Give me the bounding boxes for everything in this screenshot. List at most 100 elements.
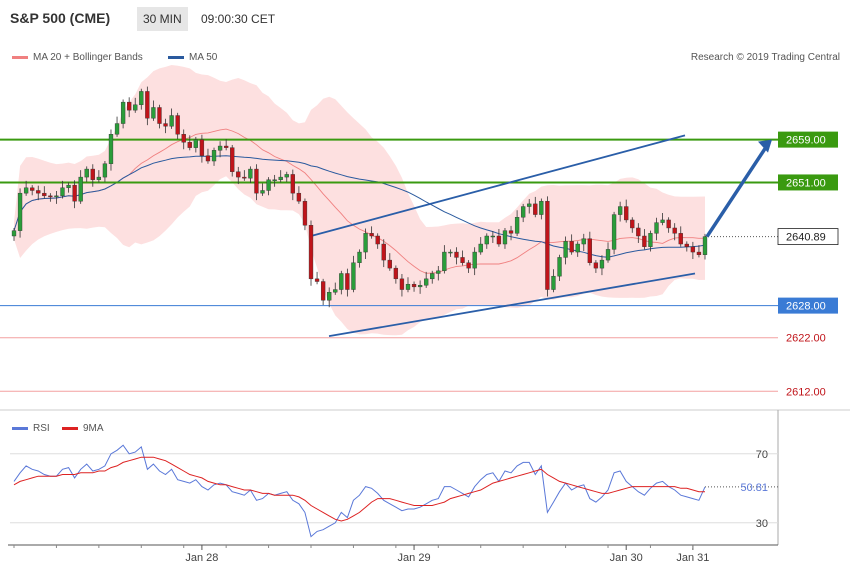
candle-body <box>133 104 138 111</box>
channel-upper-line <box>310 134 686 237</box>
candle-body <box>430 273 435 280</box>
candle-body <box>72 184 77 202</box>
candle-body <box>424 278 429 286</box>
candle <box>181 129 186 150</box>
candle-body <box>484 235 489 245</box>
price-label: 2640.89 <box>777 228 839 245</box>
candle <box>351 255 356 293</box>
candle-body <box>460 257 465 263</box>
candle-body <box>617 206 623 215</box>
candle <box>54 191 59 204</box>
candle <box>484 233 489 249</box>
price-label: 2612.00 <box>786 386 826 398</box>
candle <box>199 134 205 163</box>
candle <box>696 245 702 258</box>
price-label-text: 2628.00 <box>786 301 826 313</box>
candle <box>460 250 465 266</box>
candle-body <box>127 101 132 111</box>
candle <box>66 182 71 193</box>
candle <box>84 166 89 182</box>
candle <box>502 227 508 249</box>
candle <box>114 116 120 137</box>
candle <box>593 260 599 273</box>
candle <box>327 287 332 308</box>
candle-body <box>696 251 702 255</box>
candle-body <box>557 257 562 277</box>
candle-body <box>278 176 283 180</box>
candle-body <box>672 227 677 234</box>
candle <box>187 135 192 151</box>
candle-body <box>539 200 544 215</box>
candle-body <box>363 233 368 253</box>
candle-body <box>654 222 659 234</box>
candle <box>672 223 677 241</box>
candle-body <box>84 168 89 178</box>
candle <box>599 255 605 276</box>
candle-body <box>236 171 241 178</box>
candle-body <box>333 289 338 293</box>
candle <box>248 166 253 183</box>
candle-body <box>211 150 217 162</box>
candle-body <box>260 190 265 194</box>
candle <box>102 161 108 182</box>
candle <box>78 170 83 204</box>
candle <box>678 226 683 247</box>
candle-body <box>690 246 696 253</box>
candle-body <box>642 235 647 247</box>
candle <box>563 236 568 265</box>
candle-body <box>308 225 314 280</box>
candle <box>684 241 689 252</box>
candle-body <box>702 236 708 255</box>
price-label: 2628.00 <box>778 297 838 314</box>
candle <box>381 239 386 268</box>
copyright: Research © 2019 Trading Central <box>690 52 840 63</box>
candle-body <box>502 230 508 245</box>
candle-body <box>284 174 289 178</box>
candle-body <box>108 134 114 164</box>
candle <box>108 129 114 171</box>
candle <box>411 281 417 292</box>
candle <box>436 265 441 281</box>
candle-body <box>648 233 653 247</box>
candle <box>508 225 514 241</box>
candle <box>417 280 423 294</box>
legend-ma50-label: MA 50 <box>189 52 218 63</box>
candle-body <box>157 107 162 124</box>
candle-body <box>527 203 532 207</box>
candle <box>30 185 35 196</box>
candle-body <box>248 168 253 179</box>
candle-body <box>375 235 380 245</box>
time-tick-label: Jan 29 <box>398 552 431 564</box>
candle-body <box>417 285 423 288</box>
candle <box>96 170 102 183</box>
candle <box>690 241 696 260</box>
timeframe-badge[interactable]: 30 MIN <box>137 7 188 31</box>
candle <box>605 242 611 263</box>
candle <box>272 174 277 187</box>
candle-body <box>521 206 526 218</box>
candle <box>587 231 592 266</box>
candle <box>266 177 271 196</box>
candle-body <box>490 235 496 238</box>
candle-body <box>120 101 126 124</box>
candle <box>545 196 550 297</box>
candle <box>169 108 174 129</box>
rsi-tick-label: 70 <box>756 449 768 461</box>
candle <box>163 118 168 134</box>
rsi-line <box>13 444 706 538</box>
candle-body <box>545 200 550 290</box>
candle <box>242 170 247 181</box>
projection-arrow <box>705 144 769 238</box>
candle <box>636 223 641 243</box>
candle <box>320 278 326 306</box>
candle-body <box>551 275 556 290</box>
candle-body <box>351 262 356 290</box>
candle-body <box>145 91 150 119</box>
candle <box>296 186 302 204</box>
candle-body <box>411 283 417 288</box>
candle <box>569 234 574 255</box>
candle <box>581 233 586 251</box>
candle <box>11 227 17 241</box>
chart-header: S&P 500 (CME) 30 MIN 09:00:30 CET <box>0 0 850 38</box>
